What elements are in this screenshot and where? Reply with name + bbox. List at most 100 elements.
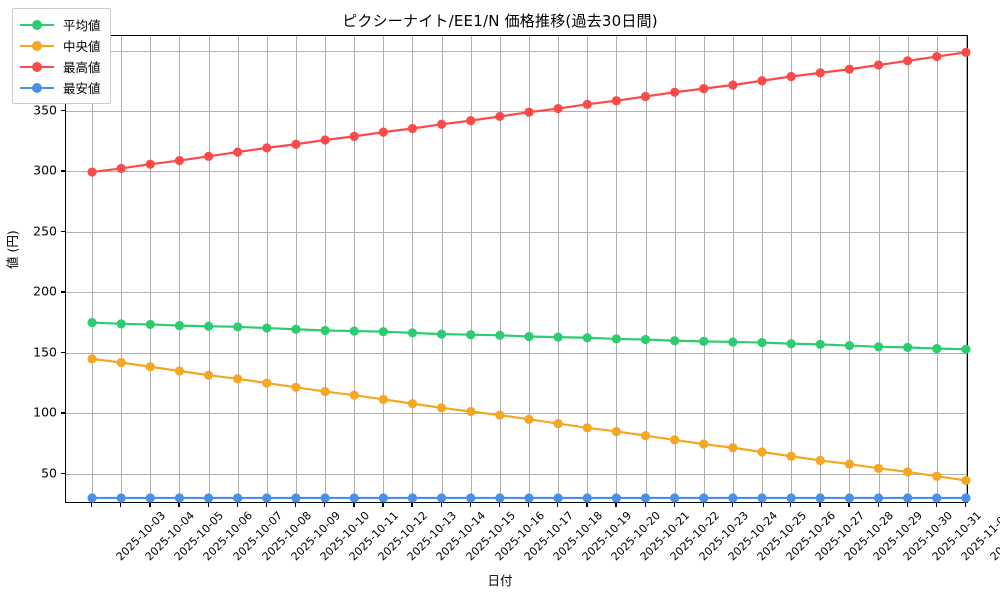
data-point-marker	[524, 331, 534, 342]
data-point-marker	[407, 328, 418, 338]
data-point-marker	[815, 493, 825, 503]
x-tick-mark	[265, 503, 268, 507]
series-lines	[87, 47, 971, 503]
grid-line-horizontal	[66, 171, 967, 173]
legend-item[interactable]: 最安値	[20, 77, 101, 98]
x-tick-mark	[236, 503, 238, 507]
grid-line-horizontal	[66, 231, 967, 233]
y-tick-mark	[61, 170, 65, 172]
data-point-marker	[407, 123, 418, 134]
data-point-marker	[495, 493, 505, 503]
x-tick-mark	[498, 503, 501, 507]
data-point-marker	[495, 330, 505, 340]
grid-line-vertical	[849, 36, 851, 502]
data-point-marker	[174, 493, 185, 503]
data-point-marker	[844, 64, 855, 74]
grid-line-vertical	[616, 36, 618, 502]
x-tick-mark	[673, 503, 675, 507]
grid-line-vertical	[179, 36, 181, 502]
y-tick-label: 350	[33, 102, 57, 118]
data-point-marker	[145, 493, 155, 503]
x-tick-mark	[877, 503, 879, 507]
data-point-marker	[728, 443, 738, 453]
data-point-marker	[233, 493, 243, 503]
data-point-marker	[116, 163, 126, 174]
data-point-marker	[932, 344, 942, 354]
data-point-marker	[495, 410, 505, 420]
data-point-marker	[437, 329, 447, 339]
grid-line-vertical	[529, 36, 530, 502]
data-point-marker	[116, 319, 126, 329]
data-point-marker	[174, 155, 185, 166]
data-point-marker	[320, 325, 330, 336]
y-tick-label: 300	[33, 162, 57, 178]
data-point-marker	[873, 60, 884, 70]
data-point-marker	[611, 426, 621, 437]
data-point-marker	[466, 116, 476, 126]
y-tick-label: 250	[33, 223, 57, 239]
data-point-marker	[174, 366, 185, 376]
data-point-marker	[378, 127, 388, 137]
legend-label: 最高値	[63, 60, 101, 75]
grid-line-horizontal	[66, 413, 967, 415]
grid-line-horizontal	[66, 473, 967, 475]
grid-line-horizontal	[66, 110, 967, 112]
chart-legend: 平均値中央値最高値最安値	[12, 8, 111, 104]
data-point-marker	[262, 143, 272, 153]
data-point-marker	[87, 493, 97, 503]
data-point-marker	[145, 362, 155, 372]
data-point-marker	[407, 493, 418, 503]
data-point-marker	[611, 96, 621, 106]
data-point-marker	[320, 386, 330, 397]
x-tick-mark	[149, 503, 151, 507]
grid-line-vertical	[325, 36, 327, 502]
data-point-marker	[291, 139, 301, 149]
data-point-marker	[495, 111, 505, 122]
grid-line-vertical	[412, 36, 414, 502]
data-point-marker	[291, 493, 301, 503]
data-point-marker	[961, 344, 971, 354]
data-point-marker	[699, 439, 709, 449]
data-point-marker	[291, 324, 301, 334]
grid-line-vertical	[558, 36, 560, 502]
data-point-marker	[640, 431, 651, 441]
y-tick-label: 150	[33, 344, 57, 360]
legend-swatch-icon	[20, 82, 54, 94]
data-point-marker	[903, 493, 913, 503]
data-point-marker	[320, 493, 330, 503]
data-point-marker	[233, 147, 243, 157]
data-point-marker	[466, 330, 476, 340]
grid-line-vertical	[936, 36, 938, 502]
legend-label: 平均値	[63, 18, 101, 33]
legend-item[interactable]: 中央値	[20, 35, 101, 56]
y-tick-label: 50	[41, 465, 57, 481]
x-tick-mark	[440, 503, 442, 507]
data-point-marker	[524, 107, 534, 117]
y-tick-mark	[61, 291, 65, 293]
data-point-marker	[699, 493, 709, 503]
data-point-marker	[582, 423, 592, 433]
x-tick-mark	[906, 503, 908, 507]
data-point-marker	[728, 80, 738, 90]
legend-item[interactable]: 平均値	[20, 14, 101, 35]
x-tick-mark	[353, 503, 355, 507]
data-point-marker	[116, 357, 126, 368]
data-point-marker	[757, 493, 767, 503]
x-tick-mark	[702, 503, 705, 507]
data-point-marker	[903, 342, 913, 352]
data-point-marker	[87, 354, 97, 364]
data-point-marker	[582, 333, 592, 343]
grid-line-horizontal	[66, 292, 967, 294]
data-point-marker	[87, 167, 97, 177]
series-1	[87, 318, 971, 354]
y-tick-mark	[61, 351, 65, 354]
data-point-marker	[349, 131, 359, 141]
data-point-marker	[757, 76, 767, 86]
x-tick-mark	[294, 503, 297, 507]
legend-item[interactable]: 最高値	[20, 56, 101, 77]
grid-line-vertical	[791, 36, 793, 502]
grid-line-vertical	[208, 36, 210, 502]
x-tick-mark	[935, 503, 938, 507]
data-point-marker	[349, 390, 359, 400]
x-tick-mark	[761, 503, 763, 507]
